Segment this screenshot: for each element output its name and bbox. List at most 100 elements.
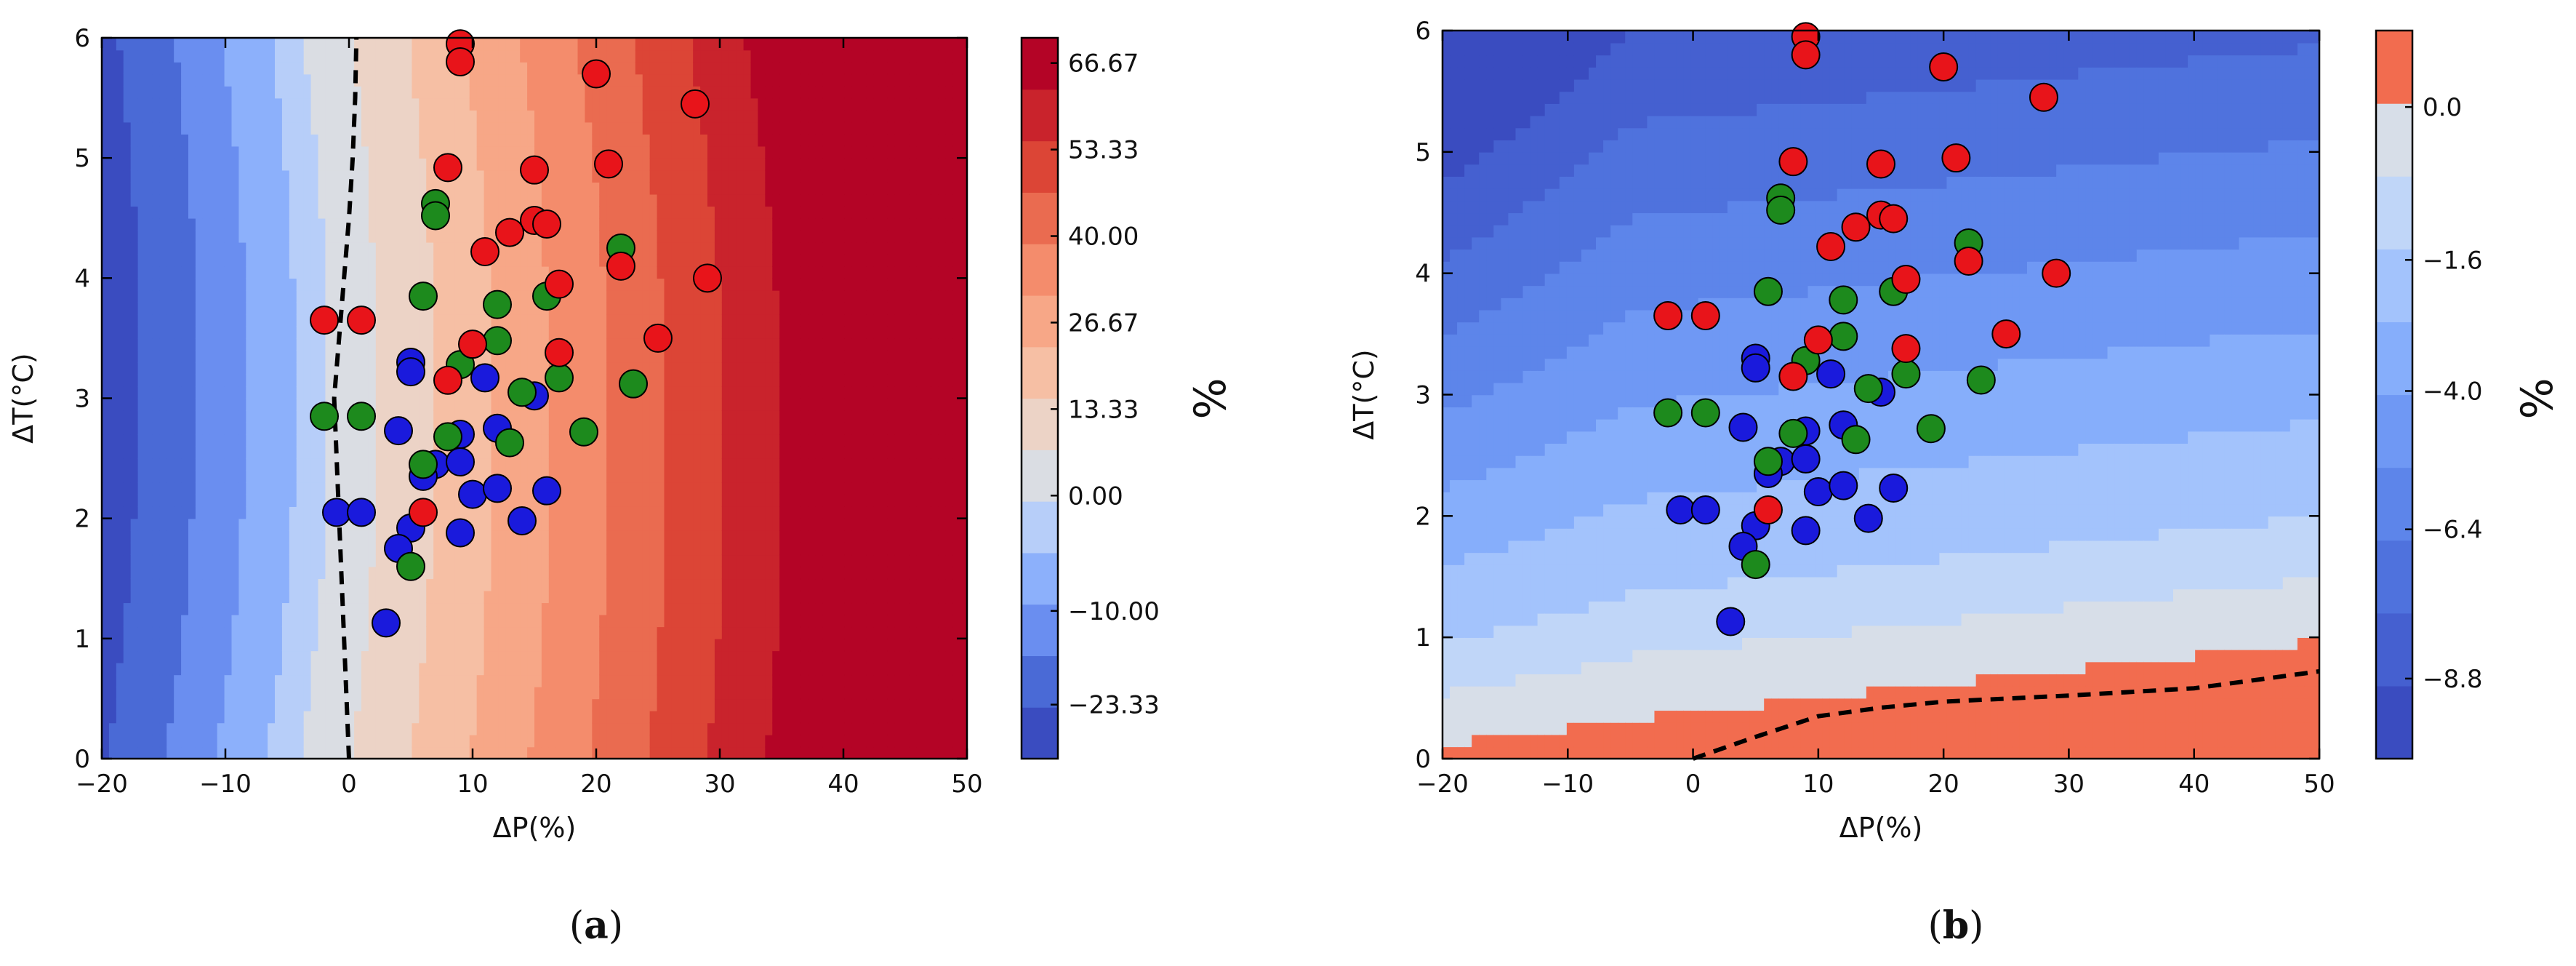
pa-contour-cell <box>166 217 174 231</box>
pa-contour-cell <box>642 722 651 735</box>
pa-contour-cell <box>145 446 153 459</box>
pa-contour-cell <box>231 38 240 51</box>
pa-contour-cell <box>614 290 622 303</box>
pa-contour-cell <box>325 434 334 447</box>
pa-contour-cell <box>621 698 629 711</box>
pa-contour-cell <box>202 145 211 159</box>
pa-contour-cell <box>217 362 225 375</box>
pa-contour-cell <box>108 182 117 195</box>
pa-contour-cell <box>246 350 254 363</box>
pa-contour-cell <box>102 650 110 663</box>
pa-contour-cell <box>202 578 211 591</box>
pa-contour-cell <box>310 686 319 700</box>
pa-contour-cell <box>253 386 261 399</box>
pa-contour-cell <box>563 398 571 411</box>
pa-contour-cell <box>476 134 485 147</box>
pa-contour-cell <box>102 182 110 195</box>
pa-contour-cell <box>188 518 196 531</box>
pa-contour-cell <box>448 662 456 676</box>
pa-contour-cell <box>397 38 406 51</box>
pa-contour-cell <box>289 698 297 711</box>
pa-contour-cell <box>275 193 283 207</box>
pa-contour-cell <box>152 602 161 615</box>
pa-contour-cell <box>347 734 355 748</box>
pa-contour-cell <box>116 217 124 231</box>
pa-contour-cell <box>513 62 521 75</box>
pa-contour-cell <box>231 110 240 123</box>
pa-contour-cell <box>649 302 658 315</box>
pa-contour-cell <box>441 110 449 123</box>
pa-contour-cell <box>209 590 218 604</box>
pa-contour-cell <box>649 494 658 507</box>
pa-contour-cell <box>368 290 377 303</box>
pa-contour-cell <box>505 254 514 267</box>
pa-contour-cell <box>476 590 485 604</box>
pa-contour-cell <box>426 638 434 652</box>
pa-contour-cell <box>476 722 485 735</box>
pa-contour-cell <box>347 458 355 471</box>
pa-contour-cell <box>296 458 305 471</box>
pa-contour-cell <box>145 145 153 159</box>
pa-contour-cell <box>116 326 124 339</box>
pa-contour-cell <box>209 518 218 531</box>
pa-contour-cell <box>303 338 312 351</box>
pa-contour-cell <box>483 446 492 459</box>
pa-contour-cell <box>296 110 305 123</box>
pa-contour-cell <box>483 458 492 471</box>
pa-contour-cell <box>686 326 694 339</box>
pa-contour-cell <box>534 698 542 711</box>
pa-contour-cell <box>577 566 586 580</box>
pa-contour-cell <box>433 494 441 507</box>
pa-contour-cell <box>548 686 557 700</box>
pa-contour-cell <box>137 590 146 604</box>
pa-contour-cell <box>123 290 132 303</box>
pa-contour-cell <box>627 38 636 51</box>
pa-contour-cell <box>102 362 110 375</box>
pa-contour-cell <box>202 182 211 195</box>
pa-contour-cell <box>433 338 441 351</box>
pa-contour-cell <box>181 121 189 135</box>
pa-contour-cell <box>238 686 247 700</box>
pa-contour-cell <box>649 542 658 556</box>
pa-contour-cell <box>253 254 261 267</box>
pa-contour-cell <box>152 734 161 748</box>
pa-contour-cell <box>441 662 449 676</box>
pa-contour-cell <box>397 470 406 483</box>
pa-contour-cell <box>145 230 153 243</box>
pa-contour-cell <box>570 614 579 628</box>
pa-contour-cell <box>498 602 507 615</box>
pa-contour-cell <box>347 590 355 604</box>
pa-contour-cell <box>332 110 341 123</box>
pa-contour-cell <box>253 554 261 567</box>
pa-contour-cell <box>253 494 261 507</box>
pa-contour-cell <box>253 434 261 447</box>
pa-contour-cell <box>303 314 312 327</box>
pa-contour-cell <box>686 434 694 447</box>
pa-contour-cell <box>483 662 492 676</box>
pa-contour-cell <box>555 242 564 255</box>
pa-contour-cell <box>426 650 434 663</box>
pa-contour-cell <box>621 145 629 159</box>
pa-contour-cell <box>238 422 247 435</box>
pa-contour-cell <box>534 326 542 339</box>
pa-contour-cell <box>130 278 139 291</box>
pa-contour-cell <box>361 86 369 99</box>
pa-contour-cell <box>642 566 651 580</box>
pa-contour-cell <box>195 217 204 231</box>
pa-contour-cell <box>102 710 110 724</box>
pa-contour-cell <box>217 686 225 700</box>
pa-contour-cell <box>310 169 319 183</box>
pa-contour-cell <box>130 590 139 604</box>
pa-contour-cell <box>303 686 312 700</box>
pa-contour-cell <box>145 698 153 711</box>
pa-contour-cell <box>159 398 168 411</box>
pa-contour-cell <box>527 62 535 75</box>
pa-contour-cell <box>145 158 153 171</box>
pa-contour-cell <box>289 722 297 735</box>
pa-contour-cell <box>246 494 254 507</box>
pa-contour-cell <box>116 350 124 363</box>
pa-contour-cell <box>483 494 492 507</box>
pa-contour-cell <box>686 374 694 387</box>
pa-contour-cell <box>635 302 643 315</box>
pa-contour-cell <box>686 410 694 423</box>
